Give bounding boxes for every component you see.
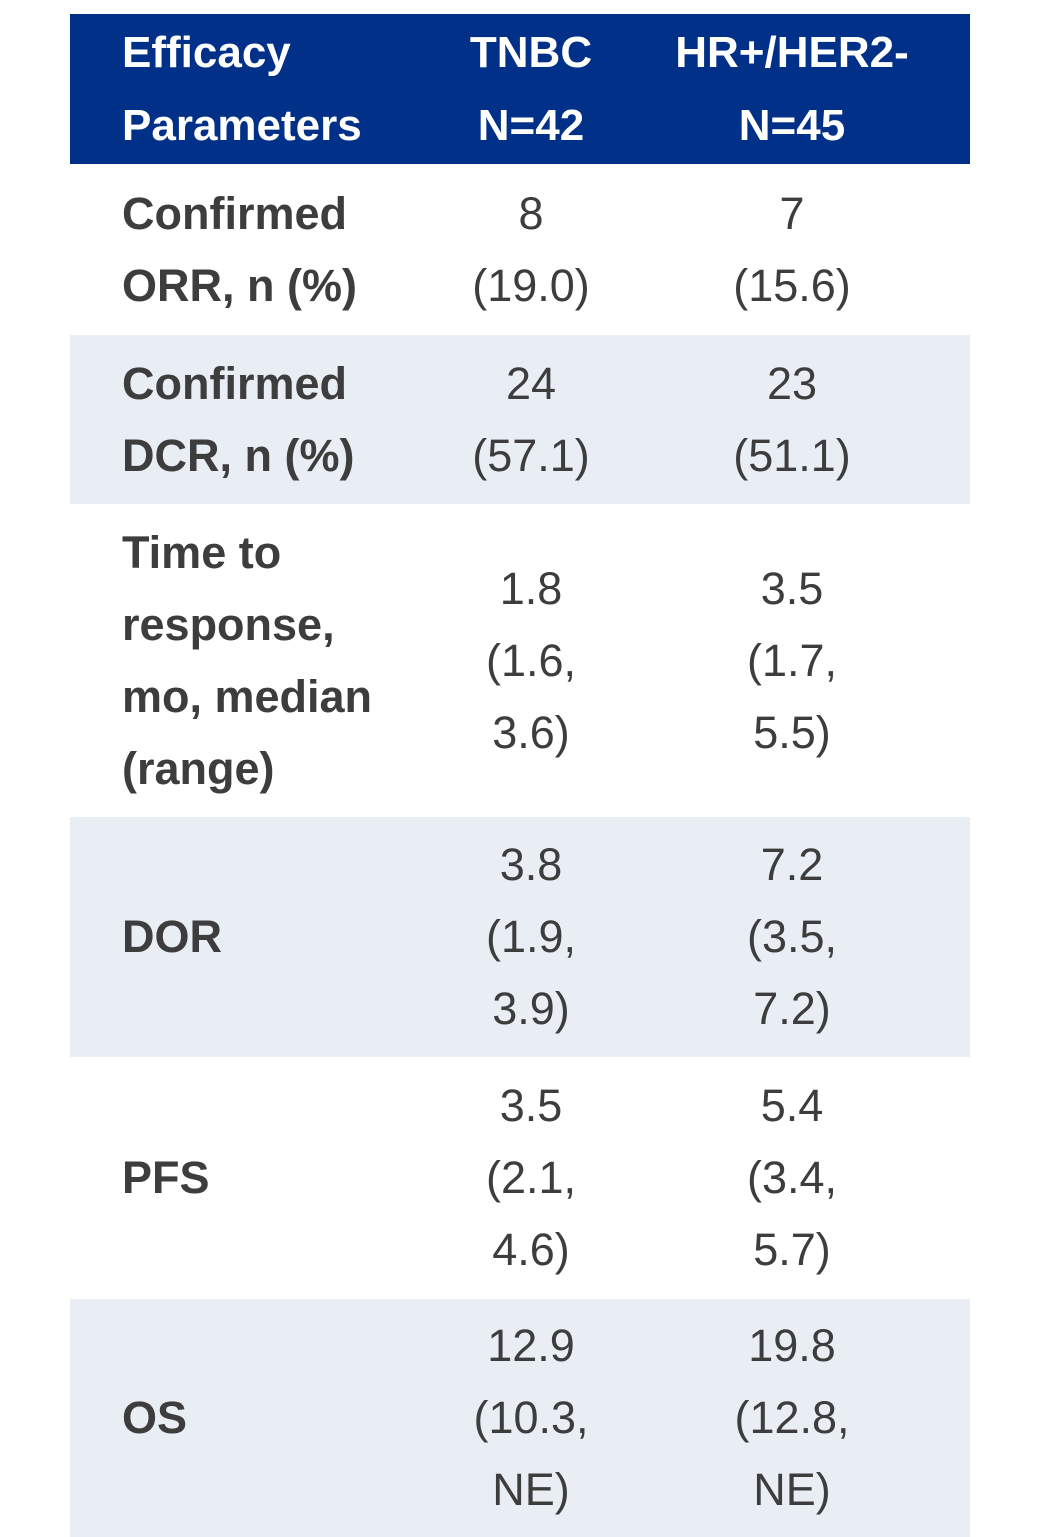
table-row: OS 12.9 (10.3, NE) 19.8 (12.8, NE) (70, 1299, 970, 1537)
row-tnbc-value: 8 (19.0) (472, 187, 590, 311)
row-tnbc-value: 24 (57.1) (472, 357, 590, 481)
row-hr-value: 19.8 (12.8, NE) (734, 1320, 850, 1515)
header-hr-her2: HR+/HER2- N=45 (675, 28, 909, 150)
row-hr-value: 23 (51.1) (733, 357, 851, 481)
header-tnbc: TNBC N=42 (469, 28, 593, 150)
table-row: Time to response, mo, median (range) 1.8… (70, 504, 970, 817)
row-hr-value: 5.4 (3.4, 5.7) (746, 1080, 838, 1275)
row-label: DOR (122, 911, 222, 962)
row-tnbc-value: 3.8 (1.9, 3.9) (485, 839, 577, 1034)
row-hr-value: 7 (15.6) (733, 187, 851, 311)
row-tnbc-value: 3.5 (2.1, 4.6) (485, 1080, 577, 1275)
table-row: Confirmed ORR, n (%) 8 (19.0) 7 (15.6) (70, 164, 970, 335)
row-tnbc-value: 12.9 (10.3, NE) (473, 1320, 589, 1515)
row-label: PFS (122, 1152, 210, 1203)
table-row: DOR 3.8 (1.9, 3.9) 7.2 (3.5, 7.2) (70, 817, 970, 1057)
row-label: Confirmed ORR, n (%) (122, 187, 357, 311)
table-row: PFS 3.5 (2.1, 4.6) 5.4 (3.4, 5.7) (70, 1057, 970, 1299)
header-parameters: Efficacy Parameters (122, 28, 362, 150)
efficacy-table: Efficacy Parameters TNBC N=42 HR+/HER2- … (70, 14, 970, 1537)
row-hr-value: 7.2 (3.5, 7.2) (746, 839, 838, 1034)
table-row: Confirmed DCR, n (%) 24 (57.1) 23 (51.1) (70, 335, 970, 504)
row-label: OS (122, 1392, 188, 1443)
row-tnbc-value: 1.8 (1.6, 3.6) (485, 562, 577, 758)
table-header-row: Efficacy Parameters TNBC N=42 HR+/HER2- … (70, 14, 970, 164)
row-label: Time to response, mo, median (range) (122, 526, 373, 794)
row-hr-value: 3.5 (1.7, 5.5) (746, 562, 838, 758)
row-label: Confirmed DCR, n (%) (122, 357, 355, 481)
